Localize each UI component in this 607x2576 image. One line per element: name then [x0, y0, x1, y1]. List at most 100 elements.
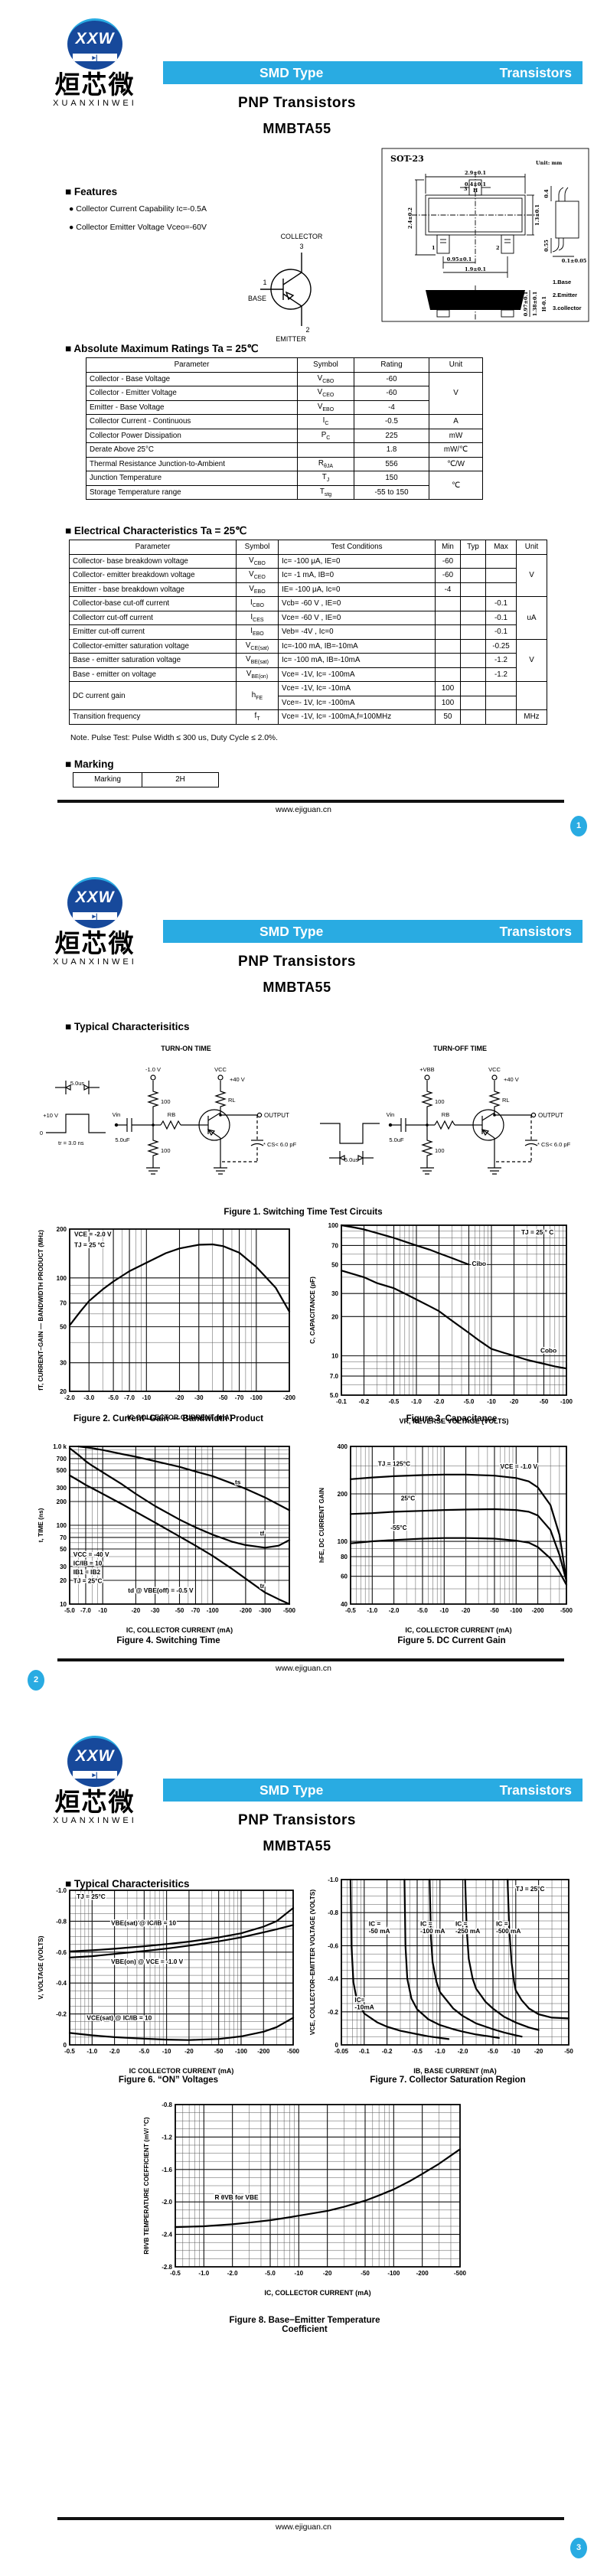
dim-height2: 1.38±0.1	[532, 292, 538, 317]
svg-text:-1.0: -1.0	[198, 2270, 209, 2277]
svg-text:-0.5: -0.5	[170, 2270, 181, 2277]
plot-border	[69, 1228, 290, 1392]
y-axis-title: V, VOLTAGE (VOLTS)	[37, 1935, 44, 1999]
column-header: Rating	[354, 357, 429, 373]
table-cell	[460, 667, 486, 682]
plot-border	[350, 1446, 567, 1605]
figure6-chart: -0.5 -1.0 -2.0 -5.0 -10 -20 -50 -100 -200 -500 0 -0…	[37, 1887, 300, 2075]
table-row: Collectorr cut-off current ICES Vce= -60 V…	[69, 610, 547, 625]
curves	[340, 1224, 568, 1370]
svg-text:-20: -20	[132, 1607, 141, 1614]
svg-text:-50: -50	[219, 1394, 228, 1401]
table-cell: IC	[297, 414, 354, 429]
part-number: MMBTA55	[263, 121, 331, 136]
series-IC = -100 mA	[429, 1878, 523, 2038]
svg-text:7.0: 7.0	[330, 1373, 339, 1380]
x-axis-title: IC, COLLECTOR CURRENT (mA)	[264, 2289, 370, 2297]
figure5-chart: -0.5 -1.0 -2.0 -5.0 -10 -20 -50 -100 -200 -500 40 6…	[318, 1443, 573, 1634]
table-cell: Veb= -4V , Ic=0	[278, 624, 436, 640]
series-tr	[68, 1474, 291, 1606]
svg-text:-50: -50	[214, 2048, 224, 2055]
svg-text:0: 0	[64, 2042, 67, 2049]
figure2-chart: -2.0 -3.0 -5.0 -7.0 -10 -20 -30 -50 -70 -100 -200 2…	[37, 1226, 296, 1421]
vin-label: Vin	[387, 1111, 395, 1118]
tick-labels: -2.0 -3.0 -5.0 -7.0 -10 -20 -30 -50 -70 -100 -200 2…	[57, 1226, 296, 1401]
annotation: VCC = -40 V	[73, 1550, 109, 1558]
r1-label: 100	[161, 1098, 171, 1105]
svg-text:-200: -200	[532, 1607, 545, 1614]
annotation: VCE = -1.0 V	[500, 1462, 537, 1470]
series-IC = -250 mA	[464, 1878, 540, 2031]
table-cell: -55 to 150	[354, 484, 429, 500]
svg-text:-5.0: -5.0	[488, 2048, 498, 2055]
curves	[349, 1878, 570, 2040]
svg-text:-1.0: -1.0	[435, 2048, 445, 2055]
table-cell: Emitter - base breakdown voltage	[69, 582, 237, 597]
table-cell: Collector- base breakdown voltage	[69, 553, 237, 569]
table-row: Junction Temperature TJ 150 ℃	[86, 471, 483, 500]
svg-text:-5.0: -5.0	[265, 2270, 276, 2277]
table-cell: VCBO	[297, 371, 354, 386]
table-cell: Ic=-100 mA, IB=-10mA	[278, 638, 436, 654]
svg-text:-20: -20	[323, 2270, 332, 2277]
major-gridlines	[69, 1446, 290, 1605]
annotation: VBE(sat) @ IC/IB = 10	[111, 1919, 176, 1926]
series-TJ = 125°C	[349, 1473, 568, 1581]
table-cell	[435, 596, 461, 611]
cin-label: 5.0uF	[389, 1136, 404, 1143]
x-axis-title: IB, BASE CURRENT (mA)	[413, 2067, 497, 2075]
svg-text:-10: -10	[162, 2048, 171, 2055]
table-cell: 100	[435, 695, 461, 710]
table-cell: VBE(sat)	[236, 653, 279, 668]
annotation: VCE(sat) @ IC/IB = 10	[86, 2014, 152, 2022]
svg-text:-0.8: -0.8	[56, 1918, 67, 1925]
column-header: Max	[485, 540, 517, 555]
footer-url: www.ejiguan.cn	[276, 1664, 331, 1673]
dim-pin-pitch: 0.95±0.1	[447, 256, 472, 262]
diode-icon: ▸|	[73, 1771, 117, 1779]
table-cell	[460, 638, 486, 654]
svg-text:-300: -300	[259, 1607, 272, 1614]
svg-text:-2.0: -2.0	[434, 1398, 445, 1405]
table-cell: Base - emitter saturation voltage	[69, 653, 237, 668]
svg-text:-7.0: -7.0	[80, 1607, 91, 1614]
company-logo: XXW ▸| 烜芯微 XUANXINWEI	[35, 18, 155, 108]
page-number-badge: 3	[570, 2538, 587, 2558]
table-cell: 100	[435, 681, 461, 696]
svg-text:-1.0: -1.0	[367, 1607, 377, 1614]
svg-text:100: 100	[57, 1522, 67, 1529]
svg-text:30: 30	[60, 1360, 67, 1367]
table-cell: Transition frequency	[69, 709, 237, 725]
annotation: IC= -10mA	[354, 1996, 374, 2011]
table-cell: -60	[435, 568, 461, 583]
logo-cn-name: 烜芯微	[54, 1788, 135, 1816]
svg-text:-500: -500	[283, 1607, 296, 1614]
svg-text:-10: -10	[440, 1607, 449, 1614]
table-cell: -60	[435, 553, 461, 569]
table-cell: mW/℃	[429, 442, 483, 458]
table-cell: -1.2	[485, 667, 517, 682]
logo-cn-name: 烜芯微	[54, 70, 135, 99]
y-axis-title: hFE, DC CURRENT GAIN	[318, 1488, 325, 1563]
annotation: TJ = 25°C	[73, 1577, 103, 1584]
minor-gridlines	[350, 1446, 567, 1605]
banner-right: Transistors	[499, 64, 572, 80]
svg-text:-0.4: -0.4	[328, 1976, 338, 1983]
svg-text:100: 100	[57, 1275, 67, 1282]
table-cell: ℃	[429, 471, 483, 500]
table-cell	[485, 709, 517, 725]
table-cell: 150	[354, 471, 429, 486]
table-cell: VBE(on)	[236, 667, 279, 682]
y-axis-title: C, CAPACITANCE (pF)	[308, 1277, 316, 1344]
svg-text:-20: -20	[175, 1394, 184, 1401]
y-axis-title: fT, CURRENT–GAIN — BANDWIDTH PRODUCT (MH…	[37, 1230, 44, 1391]
svg-text:30: 30	[331, 1290, 338, 1297]
table-cell	[435, 653, 461, 668]
svg-text:-70: -70	[191, 1607, 201, 1614]
plot-border	[175, 2104, 461, 2268]
vbb-label: +VBB	[419, 1066, 434, 1073]
table-cell	[460, 709, 486, 725]
tick-labels: -0.5 -1.0 -2.0 -5.0 -10 -20 -50 -100 -200 -500 40 6…	[338, 1443, 573, 1614]
svg-text:0: 0	[335, 2042, 339, 2049]
